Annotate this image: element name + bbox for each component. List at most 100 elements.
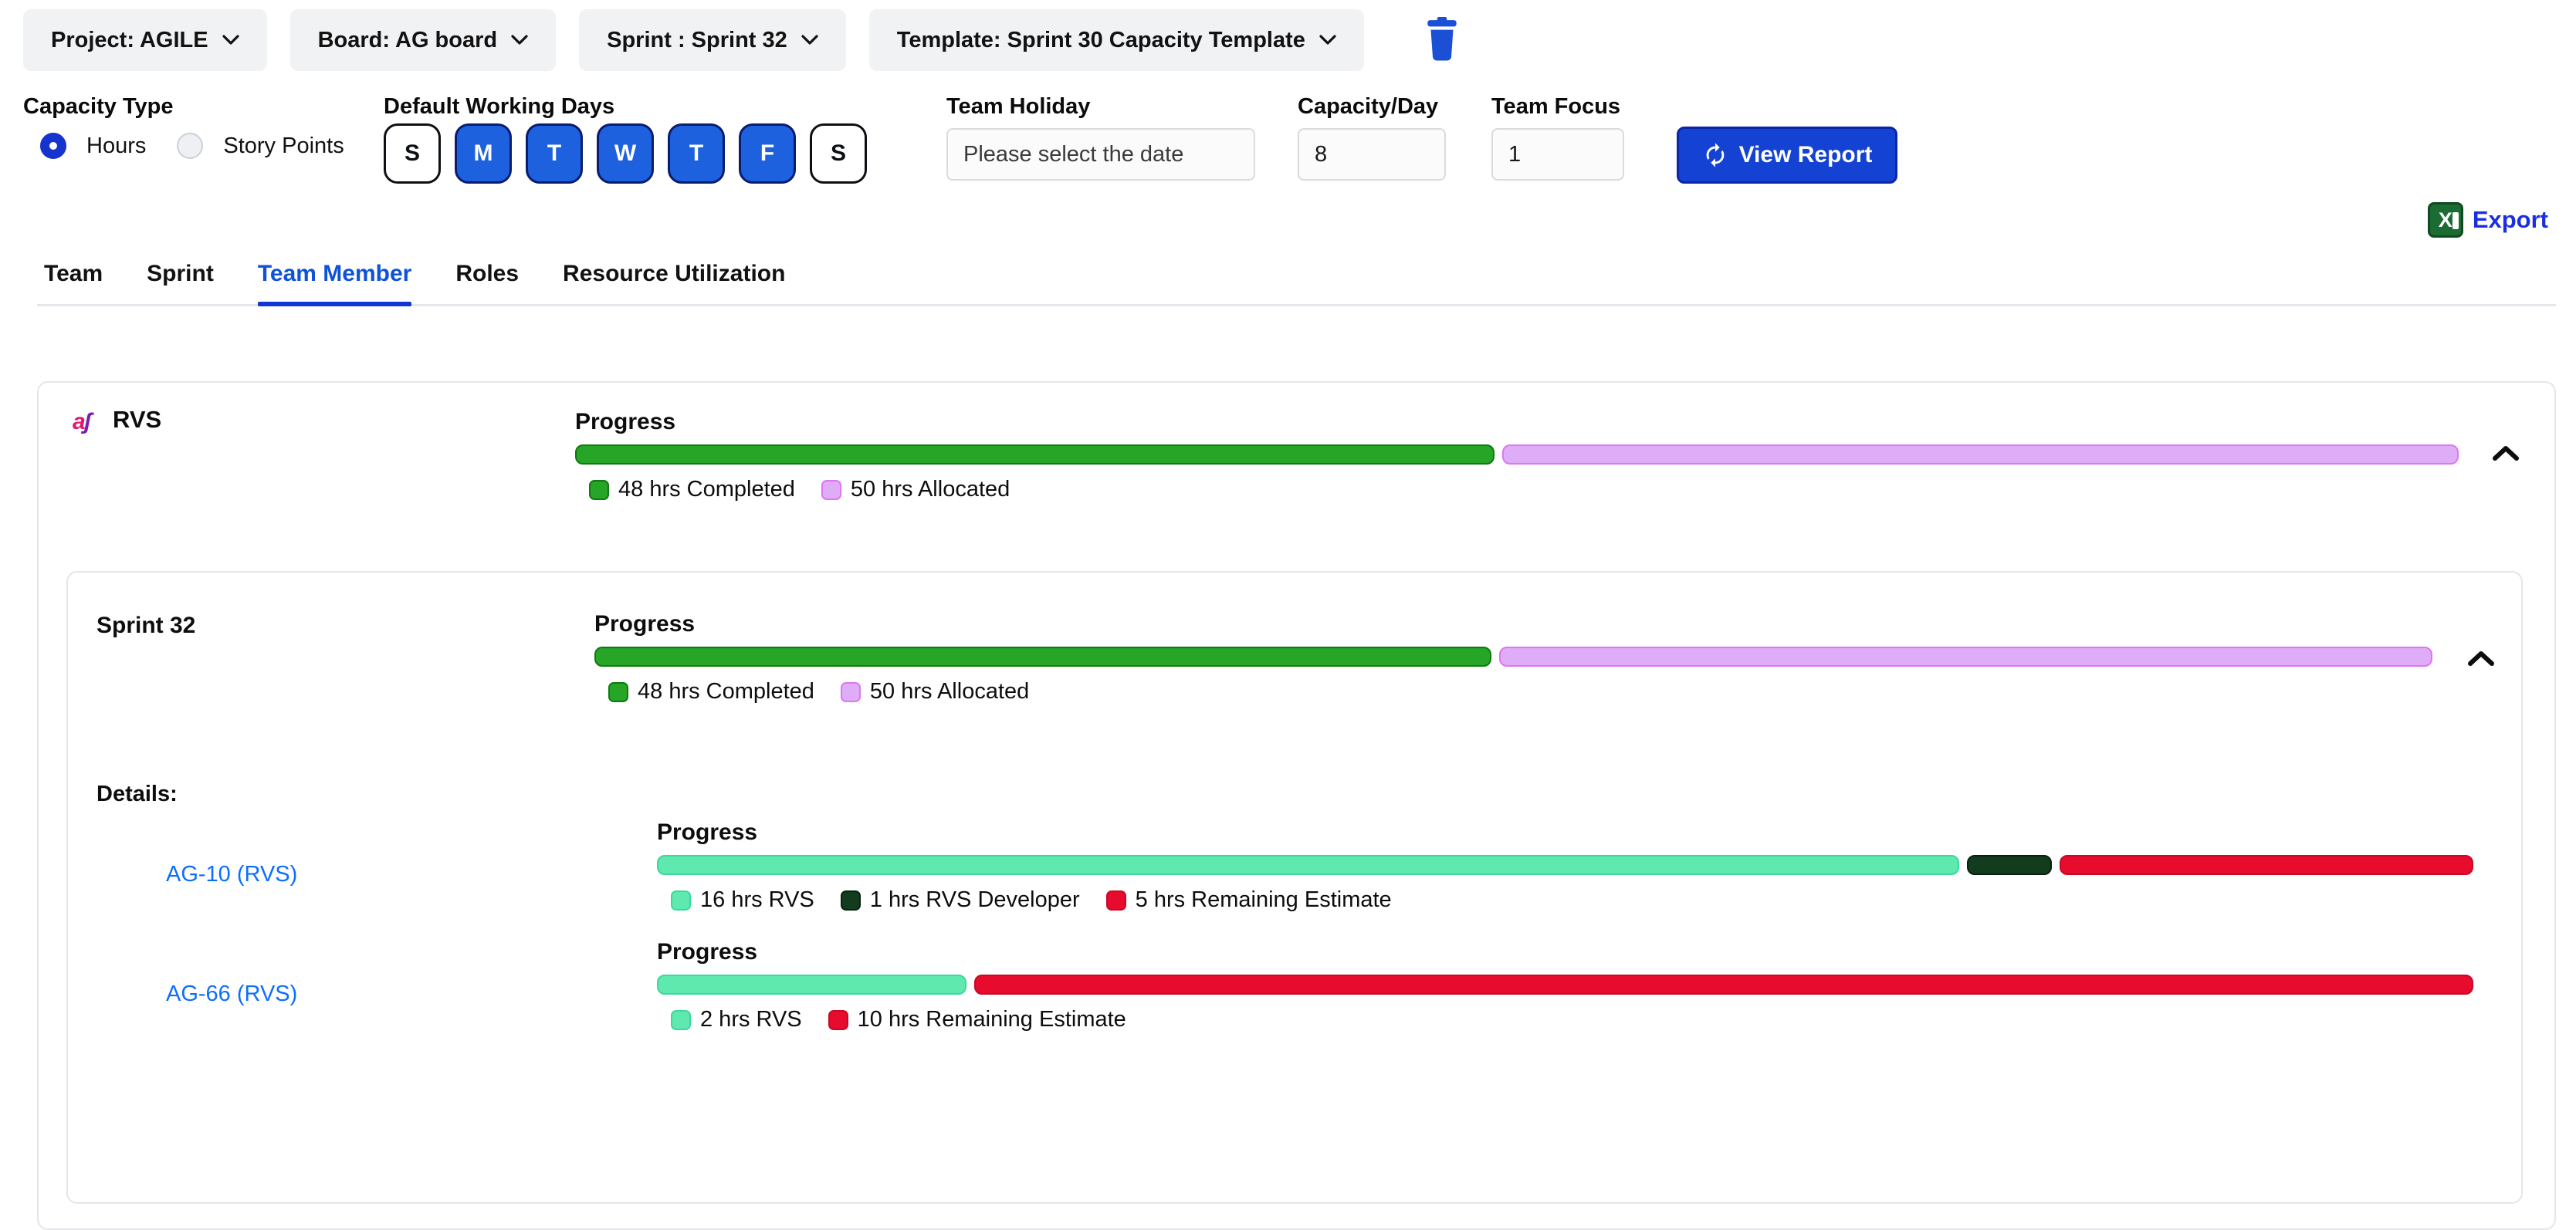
member-progress-group: Progress 48 hrs Completed 50 hrs Allocat… [575, 409, 2459, 502]
day-button-friday[interactable]: F [739, 123, 796, 184]
story-points-radio[interactable] [177, 133, 204, 159]
legend-swatch-completed [608, 681, 628, 702]
legend-label: 10 hrs Remaining Estimate [857, 1007, 1126, 1032]
sprint-progress-legend: 48 hrs Completed 50 hrs Allocated [594, 679, 2432, 705]
day-button-wednesday[interactable]: W [597, 123, 654, 184]
legend-item: 48 hrs Completed [608, 679, 814, 705]
story-points-radio-label: Story Points [223, 133, 344, 158]
tab-roles[interactable]: Roles [455, 261, 520, 286]
legend-item: 5 hrs Remaining Estimate [1105, 887, 1392, 913]
legend-label: 50 hrs Allocated [850, 477, 1010, 502]
tab-team-member[interactable]: Team Member [257, 261, 412, 306]
progress-title: Progress [575, 409, 676, 434]
issue-link-ag-10[interactable]: AG-10 (RVS) [166, 862, 298, 887]
completed-segment [594, 647, 1491, 667]
member-collapse-button[interactable] [2492, 444, 2523, 468]
export-label: Export [2472, 206, 2548, 233]
day-button-monday[interactable]: M [455, 123, 512, 184]
working-days-label: Default Working Days [384, 94, 615, 119]
member-name: RVS [113, 406, 162, 433]
board-dropdown[interactable]: Board: AG board [289, 9, 557, 71]
legend-swatch-completed [589, 479, 609, 500]
sprint-card: Sprint 32 Progress 48 hrs Completed 50 h… [66, 571, 2523, 1204]
team-focus-input[interactable] [1491, 128, 1624, 181]
day-button-saturday[interactable]: S [810, 123, 867, 184]
capacity-per-day-input[interactable] [1298, 128, 1446, 181]
sprint-dropdown[interactable]: Sprint : Sprint 32 [579, 9, 846, 71]
filter-bar: Project: AGILE Board: AG board Sprint : … [23, 9, 1364, 71]
tab-team[interactable]: Team [44, 261, 103, 286]
issue-progress-group-ag-66: Progress 2 hrs RVS 10 hrs Remaining Esti… [657, 939, 2473, 1032]
legend-label: 2 hrs RVS [700, 1007, 802, 1032]
tab-sprint[interactable]: Sprint [147, 261, 214, 286]
export-button[interactable]: X Export [2427, 202, 2548, 238]
chevron-up-icon [2493, 446, 2519, 461]
member-progress-bar [575, 444, 2459, 465]
chevron-down-icon [1319, 35, 1336, 45]
delete-template-button[interactable] [1423, 17, 1461, 62]
rvs-segment [657, 855, 1959, 875]
legend-label: 48 hrs Completed [618, 477, 795, 502]
team-holiday-label: Team Holiday [946, 94, 1091, 119]
capacity-per-day-label: Capacity/Day [1298, 94, 1439, 119]
day-button-tuesday[interactable]: T [526, 123, 583, 184]
project-dropdown[interactable]: Project: AGILE [23, 9, 267, 71]
view-report-button[interactable]: View Report [1677, 127, 1897, 184]
legend-label: 50 hrs Allocated [869, 679, 1030, 704]
capacity-type-radios: Hours Story Points [40, 133, 344, 159]
issue-progress-group-ag-10: Progress 16 hrs RVS 1 hrs RVS Developer … [657, 819, 2473, 913]
issue-link-ag-66[interactable]: AG-66 (RVS) [166, 982, 298, 1006]
chevron-down-icon [511, 35, 528, 45]
chevron-down-icon [801, 35, 818, 45]
progress-title: Progress [657, 939, 758, 965]
legend-item: 10 hrs Remaining Estimate [828, 1007, 1126, 1032]
legend-item: 2 hrs RVS [671, 1007, 802, 1032]
chevron-up-icon [2468, 651, 2494, 666]
issue-progress-legend: 2 hrs RVS 10 hrs Remaining Estimate [657, 1007, 2473, 1032]
day-button-thursday[interactable]: T [668, 123, 725, 184]
legend-label: 5 hrs Remaining Estimate [1135, 887, 1392, 912]
excel-icon-x: X [2438, 208, 2452, 231]
rvs-segment [657, 975, 966, 995]
allocated-segment [1498, 647, 2432, 667]
legend-label: 16 hrs RVS [700, 887, 814, 912]
legend-swatch-rvs [671, 1009, 691, 1030]
sprint-collapse-button[interactable] [2467, 650, 2498, 673]
legend-swatch-rvs-developer [840, 890, 861, 911]
chevron-down-icon [222, 35, 239, 45]
refresh-icon [1706, 143, 1724, 167]
details-label: Details: [96, 782, 178, 806]
team-member-card: aʃ RVS Progress 48 hrs Completed 50 hrs … [37, 381, 2556, 1230]
legend-swatch-rvs [671, 890, 691, 911]
sprint-progress-bar [594, 647, 2432, 667]
day-button-sunday[interactable]: S [384, 123, 441, 184]
legend-label: 1 hrs RVS Developer [869, 887, 1080, 912]
legend-swatch-remaining [1105, 890, 1126, 911]
sprint-dropdown-label: Sprint : Sprint 32 [607, 27, 787, 52]
sprint-progress-group: Progress 48 hrs Completed 50 hrs Allocat… [594, 611, 2432, 705]
legend-swatch-remaining [828, 1009, 848, 1030]
trash-icon [1427, 17, 1457, 61]
excel-icon: X [2427, 202, 2463, 238]
template-dropdown[interactable]: Template: Sprint 30 Capacity Template [868, 9, 1364, 71]
main-tabs: Team Sprint Team Member Roles Resource U… [37, 261, 2556, 306]
sprint-name: Sprint 32 [96, 613, 196, 638]
remaining-estimate-segment [2060, 855, 2473, 875]
allocated-segment [1501, 444, 2459, 465]
team-holiday-date-input[interactable] [946, 128, 1255, 181]
team-focus-label: Team Focus [1491, 94, 1621, 119]
legend-swatch-allocated [840, 681, 861, 702]
project-dropdown-label: Project: AGILE [51, 27, 208, 52]
legend-item: 50 hrs Allocated [821, 477, 1010, 502]
legend-item: 48 hrs Completed [589, 477, 795, 502]
legend-swatch-allocated [821, 479, 841, 500]
team-avatar: aʃ [73, 409, 91, 434]
working-days-buttons: S M T W T F S [384, 123, 867, 184]
tab-resource-utilization[interactable]: Resource Utilization [563, 261, 786, 286]
progress-title: Progress [594, 611, 696, 637]
hours-radio[interactable] [40, 133, 66, 159]
progress-title: Progress [657, 819, 758, 845]
rvs-developer-segment [1966, 855, 2053, 875]
issue-progress-legend: 16 hrs RVS 1 hrs RVS Developer 5 hrs Rem… [657, 887, 2473, 913]
excel-icon-sheet [2452, 212, 2459, 229]
